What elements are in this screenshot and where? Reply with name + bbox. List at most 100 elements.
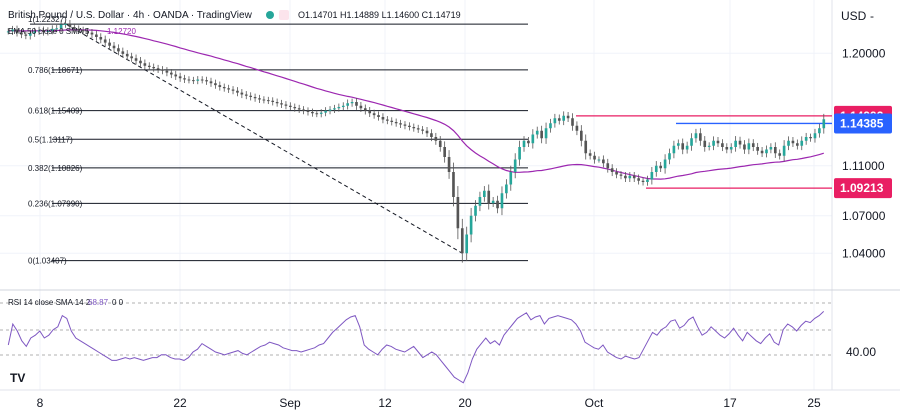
candle — [796, 139, 799, 150]
fibonacci-retracement[interactable]: 1(1.22327) 0.786(1.18671) 0.618(1.15409) 0.… — [28, 15, 528, 266]
candle-body — [646, 179, 649, 182]
candle-body — [535, 130, 539, 135]
candle — [474, 200, 477, 222]
candle-body — [725, 147, 729, 150]
candle-body — [641, 180, 645, 182]
candle-body — [244, 94, 248, 96]
ema-50-line — [8, 29, 824, 180]
candle — [628, 172, 632, 182]
candle-body — [434, 137, 438, 141]
candle — [690, 133, 693, 151]
candle — [496, 195, 499, 214]
candle-body — [275, 102, 279, 104]
currency-dropdown-icon[interactable]: - — [870, 9, 874, 23]
candle — [386, 116, 389, 125]
candle — [676, 139, 680, 150]
candle-body — [95, 34, 98, 37]
candle-body — [337, 107, 341, 109]
candle — [46, 27, 50, 36]
candle-body — [64, 23, 67, 25]
candle-body — [782, 145, 786, 156]
candle-body — [77, 28, 81, 31]
candle-body — [421, 129, 424, 131]
candle-body — [359, 105, 363, 109]
currency-label[interactable]: USD — [841, 9, 867, 23]
candle-body — [209, 81, 213, 84]
candle — [253, 93, 257, 102]
time-tick-label: 17 — [723, 396, 737, 410]
candle-body — [703, 140, 707, 147]
candle-body — [580, 130, 583, 141]
candle — [368, 107, 372, 117]
candle — [491, 197, 495, 207]
candle — [165, 67, 169, 77]
candle — [703, 136, 707, 152]
candle — [663, 154, 667, 174]
price-tick-label: 1.04000 — [842, 246, 886, 260]
candle — [381, 113, 385, 124]
candle-body — [390, 120, 394, 122]
candle — [685, 141, 689, 154]
price-badge — [834, 178, 892, 199]
candle — [769, 143, 773, 154]
fib-level-label: 0.382(1.10826) — [28, 164, 83, 173]
candle — [394, 118, 398, 127]
candle-body — [676, 143, 680, 146]
candle — [738, 136, 742, 149]
rsi-value: 68.87 — [88, 298, 109, 307]
candle-body — [760, 150, 764, 154]
candle-body — [637, 178, 640, 181]
candle-body — [90, 32, 94, 35]
candle — [266, 96, 270, 105]
candle — [712, 136, 715, 151]
candle — [68, 19, 72, 31]
candle — [161, 66, 164, 75]
fib-trend-line[interactable] — [65, 23, 463, 254]
candle-body — [425, 130, 429, 134]
candle-body — [134, 58, 138, 61]
candle-body — [28, 33, 32, 36]
candle — [209, 77, 213, 87]
candle-body — [231, 89, 235, 91]
candle-body — [117, 48, 120, 52]
candle-body — [465, 234, 469, 254]
candle-body — [452, 172, 455, 197]
candle — [121, 47, 125, 58]
candle — [28, 29, 32, 40]
candle-body — [443, 147, 446, 157]
candle-body — [408, 125, 411, 127]
candle — [311, 108, 314, 117]
candle-body — [73, 27, 76, 29]
candle-body — [487, 190, 491, 204]
candle — [483, 186, 486, 202]
candle — [64, 20, 67, 28]
candle-body — [11, 29, 14, 32]
candle — [227, 84, 230, 93]
candle-body — [363, 108, 367, 111]
candle-body — [412, 127, 416, 129]
time-tick-label: 8 — [37, 396, 44, 410]
candle-body — [681, 143, 685, 150]
time-axis-labels: 8 22 Sep 12 20 Oct 17 25 — [37, 396, 821, 410]
candle — [531, 129, 535, 149]
compare-icon[interactable] — [279, 10, 289, 20]
candle-body — [103, 39, 107, 43]
horizontal-levels[interactable] — [576, 115, 832, 189]
candle-body — [403, 124, 407, 126]
candle-body — [46, 30, 50, 32]
candle-body — [147, 65, 151, 67]
candle-body — [527, 140, 530, 144]
candle-body — [540, 130, 543, 139]
candle — [760, 147, 764, 157]
candle — [809, 133, 812, 142]
candle-body — [68, 23, 72, 27]
candle — [355, 97, 358, 110]
candle — [610, 164, 614, 177]
candle-body — [165, 70, 169, 73]
candle-body — [200, 79, 204, 81]
candle — [624, 172, 627, 182]
candle-body — [610, 168, 614, 172]
candle — [390, 117, 394, 126]
candle-body — [50, 28, 54, 31]
